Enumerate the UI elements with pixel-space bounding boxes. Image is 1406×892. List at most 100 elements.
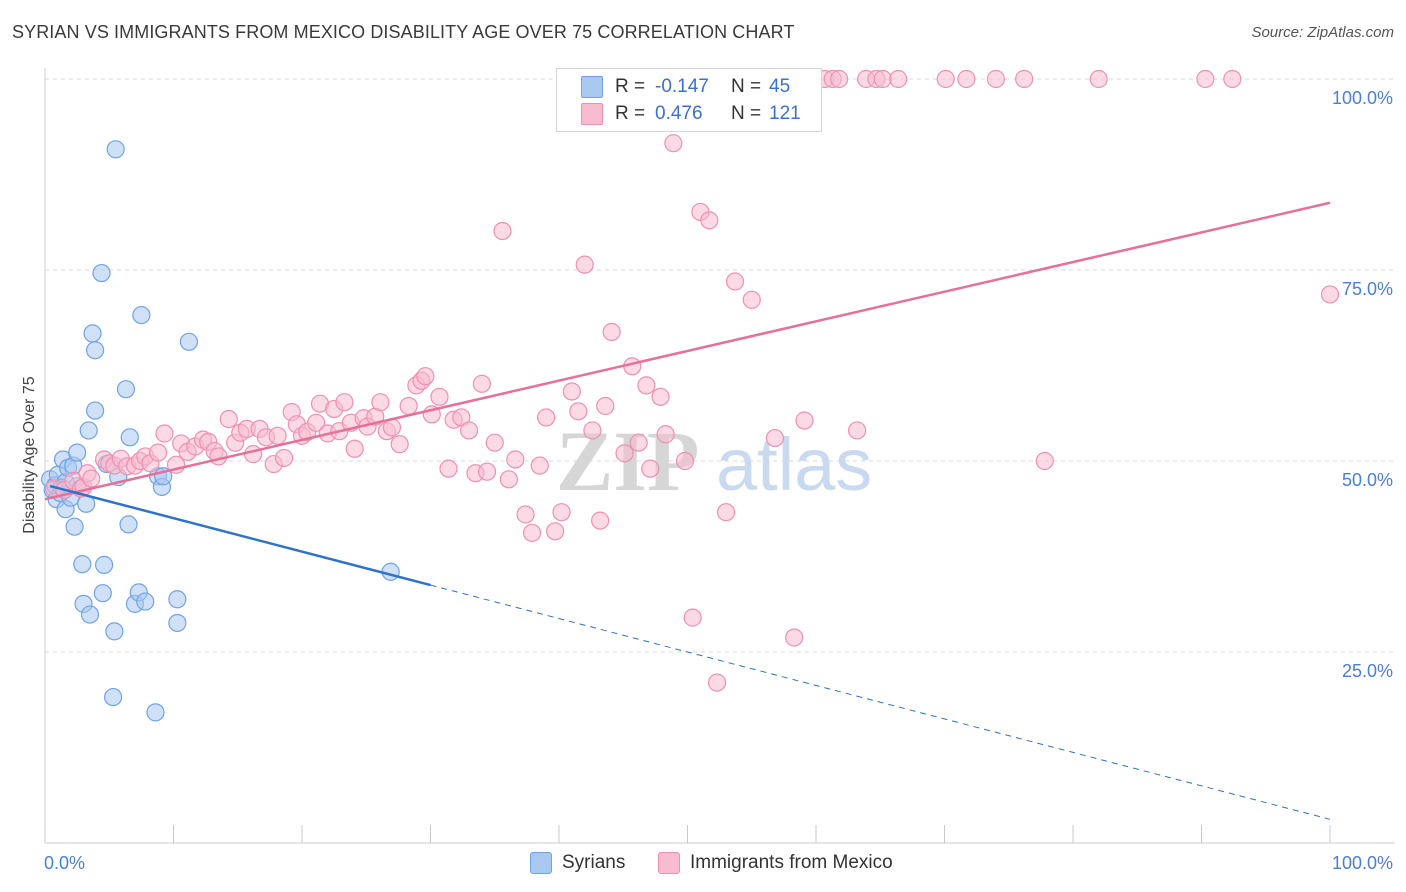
mexico-point [742,290,761,309]
mexico-point [345,439,364,458]
mexico-point [1089,69,1108,89]
mexico-point [552,503,571,522]
r-label: R = [615,76,646,97]
n-label: N = [731,103,762,124]
y-tick-label: 50.0% [1342,470,1393,490]
y-tick-label: 25.0% [1342,661,1393,681]
mexico-point [268,426,287,445]
mexico-swatch [658,852,680,874]
mexico-point [546,522,565,541]
syrian-point [119,515,138,534]
syrian-point [381,562,400,581]
mexico-point [537,408,556,427]
tick-labels: 25.0% 50.0% 75.0% 100.0% 0.0% 100.0% [44,88,1393,873]
mexico-point [307,413,326,432]
mexico-point [683,608,702,627]
syrians-swatch [581,76,603,98]
stats-legend: R = -0.147 N = 45 R = 0.476 N = 121 [556,68,822,132]
syrian-point [93,584,112,603]
n-value: 45 [769,76,791,97]
mexico-point [562,382,581,401]
mexico-point [591,511,610,530]
mexico-point [1223,69,1242,89]
mexico-point [848,421,867,440]
mexico-point [637,376,656,395]
legend-label-syrians: Syrians [562,852,626,873]
mexico-point [485,433,504,452]
mexico-point [1320,285,1340,304]
mexico-point [219,409,238,429]
syrian-point [92,263,111,283]
mexico-point [785,628,804,647]
mexico-point [506,450,525,469]
syrian-point [179,332,199,351]
mexico-point [575,255,594,274]
mexico-point [641,459,660,478]
mexico-point [522,523,542,542]
mexico-point [399,396,418,416]
axes [44,68,1395,844]
mexico-point [371,393,390,412]
mexico-point [651,387,670,406]
mexico-point [459,421,479,440]
mexico-point [472,374,491,393]
mexico-point [209,447,228,466]
syrian-point [106,140,125,159]
syrians-trend-line [49,484,431,587]
syrian-point [168,613,187,633]
syrian-point [136,592,155,611]
trend-lines [44,201,1331,820]
mexico-trend-line [44,201,1331,501]
mexico-point [1035,451,1054,471]
mexico-point [390,435,409,454]
mexico-point [700,211,719,230]
mexico-point [244,445,263,464]
watermark-atlas: atlas [716,423,872,506]
mexico-point [569,402,588,421]
mexico-points [44,69,1340,692]
mexico-point [493,221,512,241]
syrian-point [146,703,165,722]
mexico-point [1015,69,1034,89]
mexico-point [583,421,602,440]
mexico-point [1196,69,1215,89]
mexico-point [530,456,549,475]
n-label: N = [731,76,762,97]
mexico-point [873,69,892,89]
mexico-point [335,393,354,412]
legend-row-syrians: R = -0.147 N = 45 [581,75,790,99]
n-value: 121 [769,103,801,124]
mexico-point [725,272,745,291]
mexico-point [656,425,675,444]
mexico-swatch [581,103,603,125]
mexico-point [274,448,294,468]
mexico-point [499,470,518,489]
mexico-point [416,367,435,386]
syrian-point [79,421,98,440]
mexico-point [986,69,1006,89]
syrian-point [86,341,105,360]
source-credit: Source: ZipAtlas.com [1251,24,1394,41]
mexico-point [664,134,683,153]
legend-label-mexico: Immigrants from Mexico [690,852,893,873]
syrian-point [65,517,84,536]
mexico-point [795,411,814,430]
syrian-point [86,401,105,420]
mexico-point [629,433,648,452]
syrian-point [120,428,139,447]
mexico-point [148,443,168,462]
legend-item-syrians[interactable]: Syrians [530,852,625,874]
legend-item-mexico[interactable]: Immigrants from Mexico [658,852,893,874]
x-tick-label: 0.0% [44,853,85,873]
mexico-point [889,69,908,89]
mexico-point [82,469,101,488]
mexico-point [477,462,497,481]
syrian-point [73,555,92,574]
mexico-point [615,444,634,463]
syrians-trend-extension [430,584,1331,820]
r-label: R = [615,103,646,124]
syrian-point [104,687,123,707]
legend-row-mexico: R = 0.476 N = 121 [581,102,801,126]
mexico-point [596,396,615,416]
